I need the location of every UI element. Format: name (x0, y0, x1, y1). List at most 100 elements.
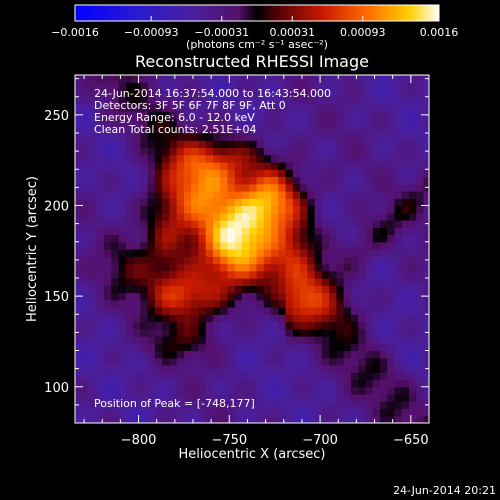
heatmap-cell (162, 234, 170, 243)
heatmap-cell (118, 285, 127, 294)
heatmap-cell (125, 89, 134, 98)
heatmap-cell (82, 111, 91, 120)
heatmap-cell (191, 299, 200, 308)
heatmap-cell (329, 270, 338, 279)
heatmap-cell (321, 75, 330, 83)
heatmap-cell (314, 401, 323, 410)
heatmap-cell (300, 415, 308, 423)
heatmap-cell (343, 176, 352, 185)
heatmap-cell (140, 125, 149, 134)
heatmap-cell (285, 350, 294, 359)
heatmap-cell (387, 357, 396, 366)
heatmap-cell (212, 415, 221, 423)
heatmap-cell (416, 343, 425, 352)
heatmap-cell (350, 118, 359, 127)
heatmap-cell (409, 299, 417, 308)
heatmap-cell (336, 205, 345, 214)
heatmap-cell (336, 379, 345, 388)
heatmap-cell (220, 401, 229, 410)
heatmap-cell (285, 299, 294, 308)
heatmap-cell (256, 263, 265, 272)
heatmap-cell (387, 220, 396, 228)
heatmap-cell (409, 307, 417, 315)
heatmap-cell (191, 386, 200, 395)
heatmap-cell (423, 96, 429, 105)
heatmap-cell (314, 154, 323, 163)
heatmap-cell (307, 256, 316, 265)
heatmap-cell (365, 96, 374, 105)
heatmap-cell (111, 249, 120, 257)
heatmap-cell (242, 234, 250, 243)
heatmap-cell (140, 343, 149, 352)
heatmap-cell (379, 263, 388, 272)
heatmap-cell (416, 133, 425, 141)
heatmap-cell (350, 256, 359, 265)
heatmap-cell (292, 227, 301, 236)
heatmap-cell (256, 401, 265, 410)
heatmap-cell (118, 198, 127, 207)
heatmap-cell (154, 220, 163, 228)
annotations: 24-Jun-2014 16:37:54.000 to 16:43:54.000… (94, 87, 331, 136)
heatmap-cell (140, 118, 149, 127)
heatmap-cell (82, 379, 91, 388)
heatmap-cell (140, 372, 149, 381)
heatmap-cell (234, 357, 243, 366)
heatmap-cell (285, 314, 294, 323)
heatmap-cell (329, 365, 338, 373)
heatmap-cell (416, 307, 425, 315)
heatmap-cell (372, 133, 381, 141)
heatmap-cell (350, 147, 359, 156)
heatmap-cell (271, 386, 279, 395)
heatmap-cell (154, 234, 163, 243)
heatmap-cell (372, 256, 381, 265)
heatmap-cell (256, 111, 265, 120)
heatmap-cell (75, 140, 83, 149)
heatmap-cell (133, 256, 141, 265)
heatmap-cell (176, 89, 185, 98)
heatmap-cell (300, 372, 308, 381)
heatmap-cell (147, 372, 156, 381)
heatmap-cell (162, 299, 170, 308)
heatmap-cell (343, 379, 352, 388)
heatmap-cell (271, 365, 279, 373)
heatmap-cell (118, 104, 127, 112)
heatmap-cell (118, 220, 127, 228)
heatmap-cell (409, 249, 417, 257)
heatmap-cell (321, 278, 330, 286)
heatmap-cell (104, 299, 112, 308)
heatmap-cell (212, 104, 221, 112)
heatmap-cell (176, 147, 185, 156)
heatmap-cell (358, 270, 367, 279)
heatmap-cell (249, 140, 258, 149)
heatmap-cell (111, 365, 120, 373)
heatmap-cell (321, 191, 330, 199)
heatmap-cell (365, 278, 374, 286)
heatmap-cell (256, 191, 265, 199)
heatmap-cell (118, 343, 127, 352)
heatmap-cell (82, 227, 91, 236)
heatmap-cell (82, 82, 91, 91)
heatmap-cell (125, 241, 134, 250)
heatmap-cell (409, 336, 417, 344)
heatmap-cell (75, 249, 83, 257)
heatmap-cell (379, 314, 388, 323)
heatmap-cell (263, 176, 272, 185)
heatmap-cell (358, 314, 367, 323)
heatmap-cell (263, 89, 272, 98)
heatmap-cell (350, 379, 359, 388)
heatmap-cell (249, 408, 258, 417)
heatmap-cell (409, 191, 417, 199)
heatmap-cell (227, 212, 236, 221)
heatmap-cell (227, 75, 236, 83)
heatmap-cell (227, 336, 236, 344)
heatmap-cell (423, 386, 429, 395)
heatmap-cell (285, 394, 294, 402)
heatmap-cell (285, 249, 294, 257)
heatmap-cell (96, 321, 105, 330)
heatmap-cell (169, 321, 178, 330)
heatmap-cell (292, 111, 301, 120)
heatmap-cell (104, 372, 112, 381)
heatmap-cell (118, 372, 127, 381)
heatmap-cell (198, 285, 207, 294)
heatmap-cell (118, 292, 127, 301)
